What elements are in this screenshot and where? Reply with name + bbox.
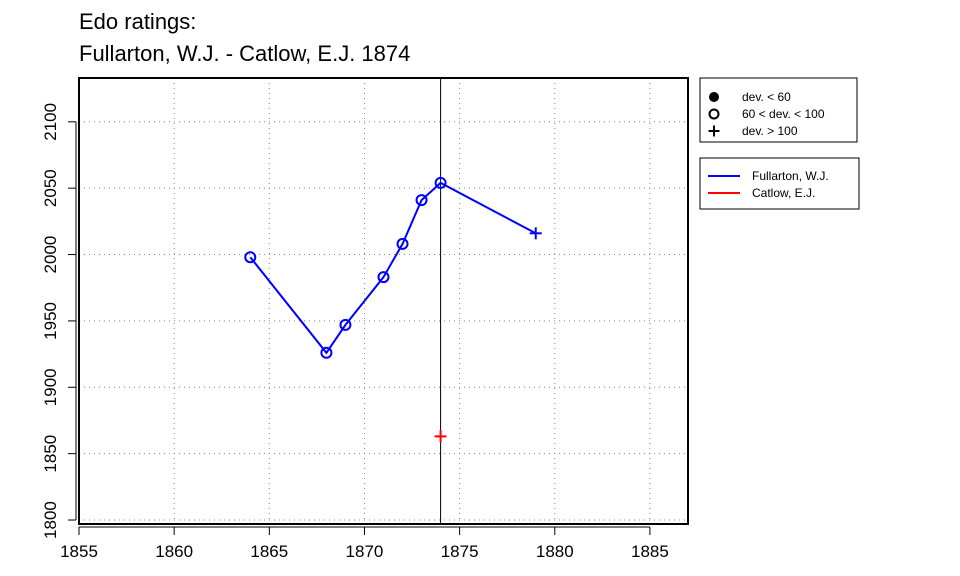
series-legend-label-0: Fullarton, W.J. xyxy=(752,169,829,183)
chart-subtitle: Fullarton, W.J. - Catlow, E.J. 1874 xyxy=(79,41,410,66)
x-tick-label-1885: 1885 xyxy=(631,542,669,561)
series-legend: Fullarton, W.J. Catlow, E.J. xyxy=(699,157,860,210)
chart-title: Edo ratings: xyxy=(79,9,196,34)
y-tick-label-1850: 1850 xyxy=(41,435,60,473)
y-tick-label-2100: 2100 xyxy=(41,103,60,141)
data-point-0-0 xyxy=(244,251,257,264)
data-point-0-6 xyxy=(434,176,447,189)
y-axis: 1800 1850 1900 1950 2000 2050 2100 xyxy=(41,103,77,539)
marker-legend: dev. < 60 60 < dev. < 100 dev. > 100 xyxy=(699,77,858,143)
series-legend-box xyxy=(699,157,860,210)
marker-legend-box xyxy=(699,77,858,143)
series-legend-label-1: Catlow, E.J. xyxy=(752,186,815,200)
y-tick-label-1950: 1950 xyxy=(41,302,60,340)
data-point-1-0 xyxy=(434,430,447,443)
x-tick-label-1865: 1865 xyxy=(250,542,288,561)
grid-lines xyxy=(78,78,688,524)
marker-legend-symbol-0 xyxy=(709,92,719,102)
series-line-0 xyxy=(249,181,537,355)
data-point-0-2 xyxy=(339,318,352,331)
marker-legend-symbol-2 xyxy=(708,125,720,137)
plot-frame xyxy=(78,77,689,525)
data-point-0-7 xyxy=(529,227,542,240)
data-point-0-3 xyxy=(377,271,390,284)
data-point-0-5 xyxy=(415,194,428,207)
data-point-0-1 xyxy=(320,346,333,359)
y-tick-label-1900: 1900 xyxy=(41,368,60,406)
marker-legend-label-2: dev. > 100 xyxy=(742,124,798,138)
y-tick-label-2000: 2000 xyxy=(41,236,60,274)
marker-legend-symbol-1 xyxy=(708,108,720,120)
x-tick-label-1860: 1860 xyxy=(155,542,193,561)
series-layer xyxy=(244,176,542,443)
marker-legend-label-0: dev. < 60 xyxy=(742,90,791,104)
y-tick-label-2050: 2050 xyxy=(41,169,60,207)
data-point-0-4 xyxy=(396,237,409,250)
marker-legend-label-1: 60 < dev. < 100 xyxy=(742,107,825,121)
x-axis: 1855 1860 1865 1870 1875 1880 1885 xyxy=(60,526,669,561)
x-tick-label-1855: 1855 xyxy=(60,542,98,561)
y-tick-label-1800: 1800 xyxy=(41,501,60,539)
x-tick-label-1870: 1870 xyxy=(346,542,384,561)
x-tick-label-1880: 1880 xyxy=(536,542,574,561)
x-tick-label-1875: 1875 xyxy=(441,542,479,561)
